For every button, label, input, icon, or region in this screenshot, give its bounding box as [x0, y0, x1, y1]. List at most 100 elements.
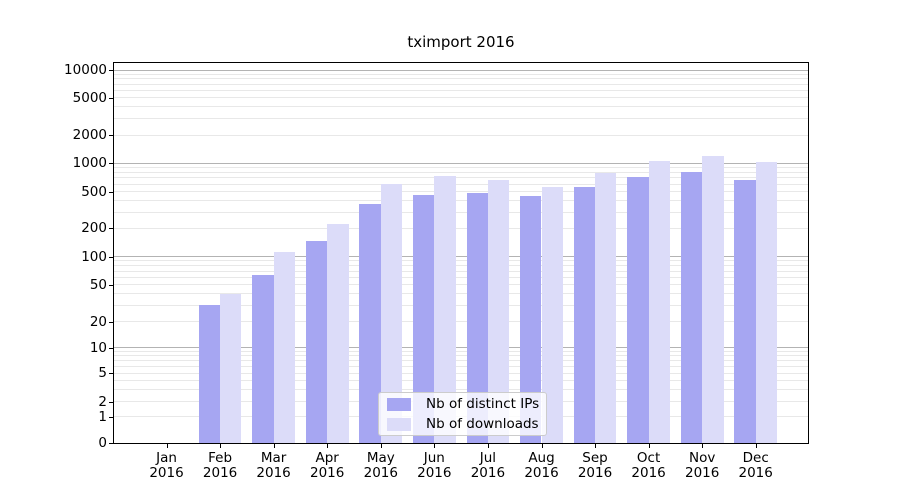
- y-axis-tick: [109, 256, 113, 258]
- y-axis-tick: [109, 191, 113, 193]
- bar-downloads-apr: [327, 223, 349, 443]
- gridline-major: [114, 347, 808, 348]
- y-tick-label: 2: [98, 393, 107, 410]
- x-tick-year: 2016: [417, 465, 452, 481]
- x-tick-label: Dec 2016: [724, 451, 788, 481]
- x-tick-month: Jun: [423, 450, 445, 466]
- legend-label-distinct-ips: Nb of distinct IPs: [426, 396, 540, 412]
- gridline-minor: [114, 184, 808, 185]
- gridline-minor: [114, 74, 808, 75]
- gridline-minor: [114, 321, 808, 322]
- bar-downloads-jul: [487, 179, 510, 443]
- bar-downloads-mar: [273, 251, 295, 443]
- gridline-minor: [114, 351, 808, 352]
- bar-distinct-ips-feb: [198, 305, 221, 443]
- gridline-major: [114, 163, 808, 164]
- x-tick-month: Mar: [260, 450, 287, 466]
- x-axis-tick: [166, 444, 168, 448]
- bar-distinct-ips-apr: [305, 240, 328, 443]
- y-axis-tick: [109, 401, 113, 403]
- y-tick-label: 2000: [72, 127, 107, 144]
- y-axis-tick: [109, 284, 113, 286]
- gridline-minor: [114, 293, 808, 294]
- gridline-minor: [114, 172, 808, 173]
- y-axis-tick: [109, 347, 113, 349]
- x-axis-tick: [327, 444, 329, 448]
- gridline-major: [114, 256, 808, 257]
- y-axis-tick: [109, 70, 113, 71]
- bar-downloads-aug: [541, 187, 563, 443]
- gridline-minor: [114, 389, 808, 390]
- y-tick-label: 0: [98, 435, 107, 451]
- gridline-minor: [114, 212, 808, 213]
- x-tick-label: Oct 2016: [617, 451, 681, 481]
- x-axis-tick: [595, 444, 596, 448]
- x-tick-label: Nov 2016: [670, 451, 734, 481]
- y-tick-label: 500: [81, 183, 107, 200]
- x-axis-tick: [273, 444, 275, 448]
- x-tick-year: 2016: [310, 465, 345, 481]
- legend-swatch-downloads-icon: [387, 417, 411, 431]
- bar-downloads-may: [380, 184, 403, 443]
- gridline-minor: [114, 265, 808, 266]
- bar-distinct-ips-sep: [573, 187, 595, 443]
- x-axis-tick: [434, 444, 436, 448]
- bar-downloads-dec: [755, 161, 778, 443]
- x-tick-month: Oct: [636, 450, 661, 466]
- x-axis-tick: [380, 444, 382, 448]
- gridline-minor: [114, 135, 808, 136]
- bar-distinct-ips-jul: [466, 193, 488, 443]
- x-tick-month: Feb: [208, 450, 233, 466]
- y-axis-tick: [109, 373, 113, 375]
- x-tick-month: Jul: [479, 450, 497, 466]
- x-tick-month: Jan: [156, 450, 177, 466]
- legend-label-downloads: Nb of downloads: [426, 416, 539, 432]
- x-tick-year: 2016: [685, 465, 720, 481]
- x-tick-label: Jun 2016: [402, 451, 466, 481]
- x-tick-label: Sep 2016: [563, 451, 627, 481]
- gridline-minor: [114, 260, 808, 261]
- x-axis-tick: [487, 444, 489, 448]
- x-tick-year: 2016: [149, 465, 184, 481]
- gridline-minor: [114, 305, 808, 306]
- y-tick-label: 1: [98, 408, 107, 425]
- x-tick-label: Apr 2016: [295, 451, 359, 481]
- gridline-minor: [114, 78, 808, 79]
- gridline-major: [114, 70, 808, 71]
- gridline-minor: [114, 366, 808, 367]
- chart-title: tximport 2016: [407, 33, 515, 51]
- gridline-minor: [114, 277, 808, 278]
- gridline-minor: [114, 191, 808, 192]
- bar-distinct-ips-oct: [627, 176, 649, 443]
- bar-distinct-ips-nov: [680, 171, 703, 443]
- y-tick-label: 5000: [72, 89, 107, 106]
- x-tick-month: May: [366, 450, 395, 466]
- x-tick-month: Dec: [742, 450, 769, 466]
- x-tick-label: May 2016: [349, 451, 413, 481]
- x-tick-year: 2016: [256, 465, 291, 481]
- x-tick-month: Aug: [528, 450, 555, 466]
- bar-distinct-ips-mar: [252, 275, 274, 443]
- x-tick-label: Mar 2016: [242, 451, 306, 481]
- y-axis-tick: [109, 443, 113, 444]
- gridline-minor: [114, 167, 808, 168]
- legend: Nb of distinct IPs Nb of downloads: [378, 392, 547, 436]
- x-tick-year: 2016: [202, 465, 238, 481]
- x-axis-tick: [755, 444, 757, 448]
- bar-downloads-jun: [434, 175, 456, 443]
- legend-swatch-distinct-ips-icon: [387, 397, 411, 411]
- x-axis-tick: [220, 444, 222, 448]
- x-tick-month: Apr: [315, 450, 339, 466]
- gridline-minor: [114, 106, 808, 107]
- bar-distinct-ips-aug: [520, 196, 542, 443]
- x-tick-year: 2016: [524, 465, 559, 481]
- gridline-minor: [114, 271, 808, 272]
- y-axis-tick: [109, 321, 113, 323]
- bar-distinct-ips-dec: [734, 179, 756, 443]
- legend-item-downloads: Nb of downloads: [387, 415, 539, 433]
- x-tick-year: 2016: [577, 465, 613, 481]
- gridline-minor: [114, 228, 808, 229]
- x-axis-tick: [648, 444, 650, 448]
- x-tick-month: Sep: [582, 450, 608, 466]
